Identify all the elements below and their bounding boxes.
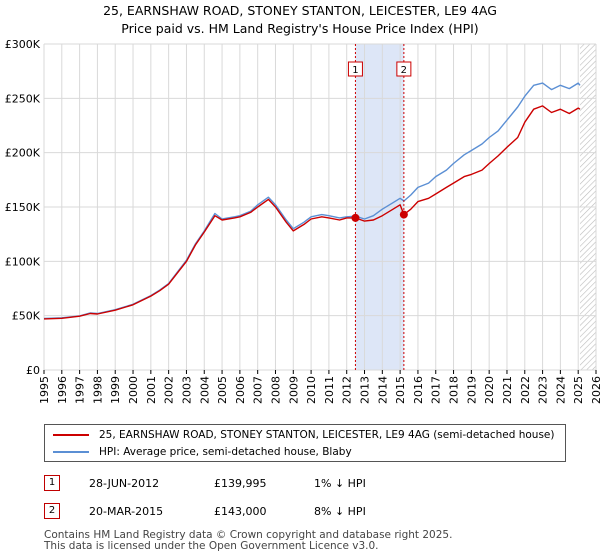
transaction-row: 1 28-JUN-2012 £139,995 1% ↓ HPI [44, 474, 574, 494]
x-tick-label: 2014 [376, 376, 389, 404]
y-tick-label: £150K [5, 201, 41, 214]
x-tick-label: 2001 [145, 376, 158, 404]
x-tick-label: 2003 [180, 376, 193, 404]
sale-point [399, 210, 408, 219]
price-chart: 1 2 £0 £50K £100K £150K £200K £250K £300K 1995 19… [5, 38, 600, 404]
x-tick-label: 2011 [323, 376, 336, 404]
y-tick-label: £50K [12, 310, 41, 323]
y-tick-label: £250K [5, 92, 41, 105]
x-tick-label: 2010 [305, 376, 318, 404]
x-tick-label: 1998 [91, 376, 104, 404]
x-tick-label: 2016 [412, 376, 425, 404]
y-tick-label: £300K [5, 38, 41, 51]
x-tick-label: 2006 [234, 376, 247, 404]
x-tick-label: 2017 [430, 376, 443, 404]
legend-item-hpi: HPI: Average price, semi-detached house,… [53, 444, 352, 460]
x-tick-label: 1997 [74, 376, 87, 404]
x-tick-label: 2022 [519, 376, 532, 404]
y-tick-label: £0 [26, 364, 40, 377]
marker-label-box [347, 61, 363, 77]
x-tick-label: 2007 [252, 376, 265, 404]
legend-swatch-property [53, 434, 89, 436]
transaction-price: £139,995 [214, 477, 267, 490]
x-tick-label: 1999 [109, 376, 122, 404]
sale-point [351, 213, 360, 222]
x-tick-label: 2020 [483, 376, 496, 404]
x-tick-label: 2004 [198, 376, 211, 404]
x-tick-label: 2018 [448, 376, 461, 404]
x-tick-label: 2002 [163, 376, 176, 404]
x-tick-label: 2015 [394, 376, 407, 404]
chart-title-line1: 25, EARNSHAW ROAD, STONEY STANTON, LEICE… [103, 3, 497, 18]
legend-label-property: 25, EARNSHAW ROAD, STONEY STANTON, LEICE… [99, 429, 555, 441]
x-tick-label: 2000 [127, 376, 140, 404]
transaction-hpi: 1% ↓ HPI [314, 477, 366, 490]
y-tick-label: £200K [5, 147, 41, 160]
transaction-badge: 1 [44, 475, 60, 491]
x-tick-label: 1995 [38, 376, 51, 404]
legend-item-property: 25, EARNSHAW ROAD, STONEY STANTON, LEICE… [53, 427, 554, 443]
footer: Contains HM Land Registry data © Crown c… [44, 530, 452, 552]
x-tick-label: 2025 [572, 376, 585, 404]
chart-title-line2: Price paid vs. HM Land Registry's House … [121, 21, 479, 36]
transaction-price: £143,000 [214, 505, 267, 518]
marker-label-box [396, 61, 412, 77]
x-tick-label: 1996 [56, 376, 69, 404]
x-tick-label: 2021 [501, 376, 514, 404]
property-price-line [43, 105, 581, 320]
transaction-badge: 2 [44, 503, 60, 519]
marker-label: 2 [401, 65, 407, 76]
y-tick-label: £100K [5, 255, 41, 268]
transaction-date: 20-MAR-2015 [89, 505, 164, 518]
transaction-hpi: 8% ↓ HPI [314, 505, 366, 518]
x-tick-label: 2023 [537, 376, 550, 404]
x-tick-label: 2024 [554, 376, 567, 404]
x-tick-label: 2013 [359, 376, 372, 404]
x-tick-label: 2012 [341, 376, 354, 404]
x-tick-label: 2005 [216, 376, 229, 404]
x-tick-label: 2009 [287, 376, 300, 404]
legend-swatch-hpi [53, 451, 89, 453]
footer-line2: This data is licensed under the Open Gov… [44, 540, 379, 552]
legend-label-hpi: HPI: Average price, semi-detached house,… [99, 446, 352, 458]
x-tick-label: 2026 [590, 376, 600, 404]
legend: 25, EARNSHAW ROAD, STONEY STANTON, LEICE… [44, 424, 566, 462]
chart-title: 25, EARNSHAW ROAD, STONEY STANTON, LEICE… [0, 2, 600, 38]
transaction-row: 2 20-MAR-2015 £143,000 8% ↓ HPI [44, 502, 574, 522]
marker-label: 1 [352, 65, 358, 76]
transaction-date: 28-JUN-2012 [89, 477, 160, 490]
x-tick-label: 2019 [465, 376, 478, 404]
footer-line1: Contains HM Land Registry data © Crown c… [44, 529, 453, 541]
x-tick-label: 2008 [269, 376, 282, 404]
